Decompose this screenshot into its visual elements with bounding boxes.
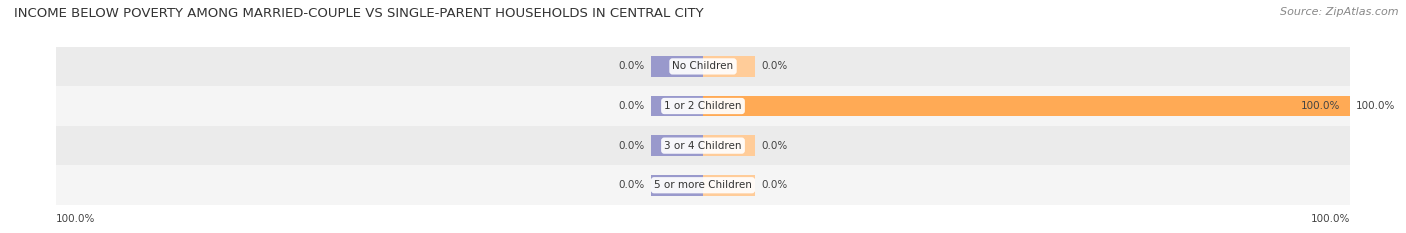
Text: 3 or 4 Children: 3 or 4 Children [664,141,742,151]
Bar [651,175,703,195]
Text: 1 or 2 Children: 1 or 2 Children [664,101,742,111]
Text: INCOME BELOW POVERTY AMONG MARRIED-COUPLE VS SINGLE-PARENT HOUSEHOLDS IN CENTRAL: INCOME BELOW POVERTY AMONG MARRIED-COUPL… [14,7,703,20]
Bar [703,96,1350,116]
Text: 100.0%: 100.0% [1357,101,1396,111]
Text: 0.0%: 0.0% [619,62,645,71]
Text: 5 or more Children: 5 or more Children [654,180,752,190]
Text: 0.0%: 0.0% [761,180,787,190]
Bar [56,47,1350,86]
Text: Source: ZipAtlas.com: Source: ZipAtlas.com [1281,7,1399,17]
Text: 0.0%: 0.0% [761,62,787,71]
Bar [703,175,755,195]
Bar [703,56,755,77]
Bar [56,126,1350,165]
Text: 0.0%: 0.0% [619,141,645,151]
Text: No Children: No Children [672,62,734,71]
Bar [703,135,755,156]
Text: 100.0%: 100.0% [1310,214,1350,224]
Bar [56,86,1350,126]
Text: 0.0%: 0.0% [619,180,645,190]
Bar [56,165,1350,205]
Text: 0.0%: 0.0% [761,141,787,151]
Text: 100.0%: 100.0% [56,214,96,224]
Bar [651,135,703,156]
Text: 100.0%: 100.0% [1301,101,1340,111]
Bar [651,56,703,77]
Bar [651,96,703,116]
Text: 0.0%: 0.0% [619,101,645,111]
